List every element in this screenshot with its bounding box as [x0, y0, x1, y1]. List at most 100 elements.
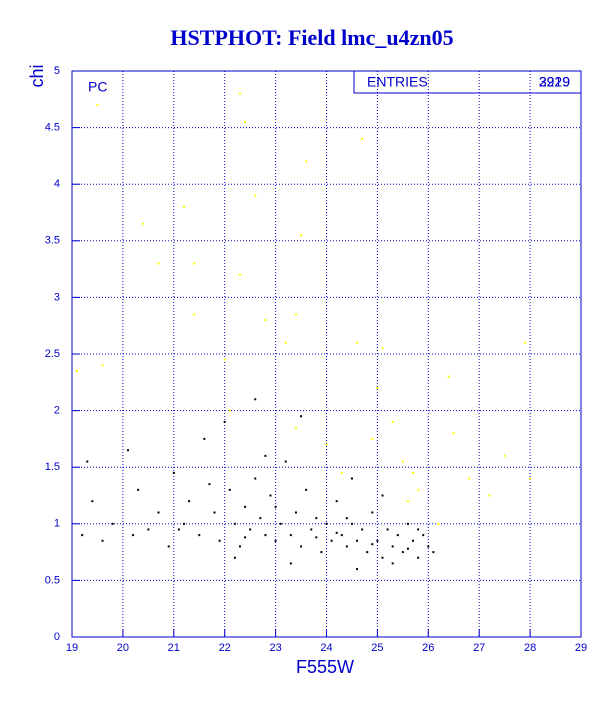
- point: [137, 488, 140, 491]
- y-tick-label: 2.5: [45, 348, 60, 360]
- point: [238, 92, 241, 95]
- point: [264, 454, 267, 457]
- entries-value: 3929: [539, 74, 570, 90]
- point: [147, 528, 150, 531]
- point: [422, 534, 425, 537]
- y-axis-label: chi: [27, 64, 47, 87]
- point: [356, 341, 359, 344]
- point: [193, 262, 196, 265]
- x-tick-label: 25: [371, 642, 383, 654]
- point: [238, 545, 241, 548]
- point: [294, 426, 297, 429]
- point: [254, 194, 257, 197]
- point: [406, 547, 409, 550]
- point: [76, 369, 79, 372]
- point: [305, 488, 308, 491]
- point: [412, 539, 415, 542]
- x-tick-label: 28: [524, 642, 536, 654]
- point: [111, 522, 114, 525]
- point: [361, 137, 364, 140]
- point: [228, 409, 231, 412]
- point: [406, 500, 409, 503]
- x-tick-label: 29: [575, 642, 587, 654]
- point: [218, 539, 221, 542]
- y-tick-label: 0: [54, 631, 60, 643]
- point: [172, 471, 175, 474]
- point: [177, 528, 180, 531]
- chart-title: HSTPHOT: Field lmc_u4zn05: [170, 25, 453, 50]
- entries-label: ENTRIES: [367, 74, 428, 90]
- point: [91, 500, 94, 503]
- point: [233, 556, 236, 559]
- x-tick-label: 24: [320, 642, 332, 654]
- point: [356, 568, 359, 571]
- point: [244, 536, 247, 539]
- point: [315, 517, 318, 520]
- point: [345, 517, 348, 520]
- point: [315, 536, 318, 539]
- point: [417, 488, 420, 491]
- point: [238, 273, 241, 276]
- point: [193, 313, 196, 316]
- point: [320, 551, 323, 554]
- point: [244, 505, 247, 508]
- point: [157, 262, 160, 265]
- point: [101, 364, 104, 367]
- point: [300, 545, 303, 548]
- point: [401, 460, 404, 463]
- point: [437, 522, 440, 525]
- point: [167, 545, 170, 548]
- y-tick-label: 4.5: [45, 122, 60, 134]
- point: [371, 511, 374, 514]
- point: [325, 443, 328, 446]
- point: [376, 539, 379, 542]
- point: [350, 522, 353, 525]
- point: [182, 205, 185, 208]
- x-tick-label: 19: [66, 642, 78, 654]
- point: [294, 511, 297, 514]
- point: [447, 375, 450, 378]
- point: [223, 420, 226, 423]
- y-tick-label: 2: [54, 405, 60, 417]
- x-tick-label: 27: [473, 642, 485, 654]
- y-tick-label: 3: [54, 291, 60, 303]
- point: [244, 120, 247, 123]
- point: [126, 449, 129, 452]
- point: [86, 460, 89, 463]
- point: [417, 528, 420, 531]
- x-axis-label: F555W: [296, 657, 354, 677]
- point: [142, 222, 145, 225]
- point: [157, 511, 160, 514]
- point: [279, 522, 282, 525]
- point: [264, 534, 267, 537]
- point: [391, 545, 394, 548]
- point: [188, 500, 191, 503]
- point: [356, 539, 359, 542]
- y-tick-label: 1.5: [45, 461, 60, 473]
- point: [310, 528, 313, 531]
- point: [406, 522, 409, 525]
- point: [132, 534, 135, 537]
- entries-value: 2219: [539, 74, 570, 90]
- point: [254, 477, 257, 480]
- point: [452, 432, 455, 435]
- point: [401, 551, 404, 554]
- point: [96, 103, 99, 106]
- point: [529, 477, 532, 480]
- point: [503, 454, 506, 457]
- point: [361, 528, 364, 531]
- point: [488, 494, 491, 497]
- point: [269, 494, 272, 497]
- y-tick-label: 5: [54, 65, 60, 77]
- point: [274, 505, 277, 508]
- point: [264, 319, 267, 322]
- point: [335, 531, 338, 534]
- point: [274, 539, 277, 542]
- point: [325, 522, 328, 525]
- point: [182, 522, 185, 525]
- point: [391, 562, 394, 565]
- point: [340, 534, 343, 537]
- point: [381, 556, 384, 559]
- point: [198, 534, 201, 537]
